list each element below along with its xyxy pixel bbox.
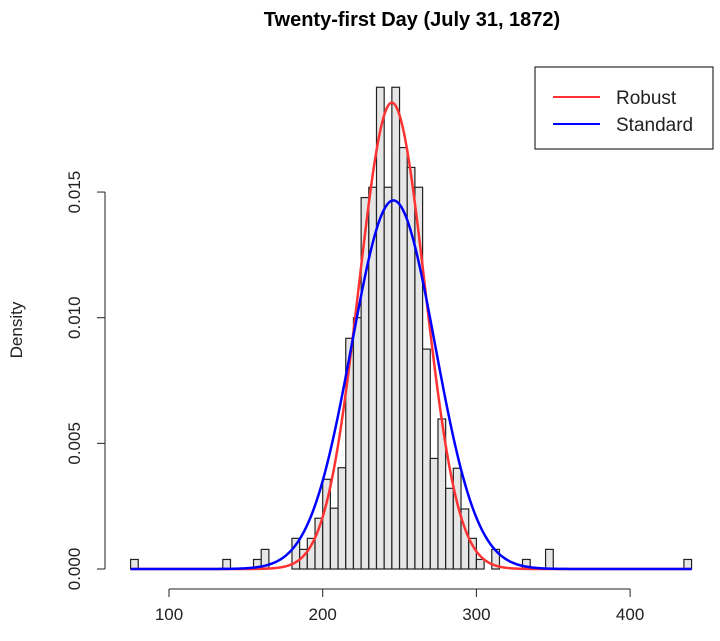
x-tick-label-200: 200 — [309, 605, 337, 624]
histogram-bar-220 — [352, 317, 362, 570]
y-tick-label-0: 0.000 — [65, 548, 84, 591]
legend-label-standard: Standard — [616, 115, 693, 136]
histogram-bar-280 — [445, 487, 454, 570]
y-tick-label-1: 0.005 — [65, 422, 84, 465]
histogram-bar-345 — [544, 548, 554, 570]
y-tick-label-2: 0.010 — [65, 296, 84, 339]
legend-label-robust: Robust — [616, 88, 677, 109]
x-axis: 100 200 300 400 — [155, 588, 644, 624]
y-tick-label-3: 0.015 — [65, 171, 84, 214]
legend-box — [534, 66, 714, 150]
histogram-bar-270 — [429, 457, 439, 570]
histogram-bar-245 — [391, 86, 401, 570]
histogram-bar-435 — [683, 558, 693, 570]
histogram-bar-235 — [375, 86, 385, 570]
histogram-bar-205 — [329, 507, 339, 570]
bars — [129, 86, 693, 570]
chart-title: Twenty-first Day (July 31, 1872) — [264, 9, 560, 31]
histogram-bar-75 — [129, 558, 139, 570]
histogram-bar-300 — [475, 558, 485, 570]
histogram-bar-285 — [452, 467, 462, 570]
density-curves — [130, 101, 692, 571]
y-axis-label: Density — [7, 301, 26, 358]
x-tick-label-300: 300 — [462, 605, 490, 624]
histogram-bar-210 — [337, 467, 347, 570]
histogram-bar-265 — [422, 348, 431, 570]
histogram-bar-240 — [383, 186, 393, 570]
y-axis: 0.000 0.005 0.010 0.015 — [65, 171, 106, 591]
histogram-bar-295 — [468, 537, 477, 570]
curve-standard — [130, 199, 692, 571]
histogram-bar-135 — [222, 558, 232, 570]
x-tick-label-100: 100 — [155, 605, 183, 624]
legend: Robust Standard — [534, 66, 714, 150]
x-tick-label-400: 400 — [616, 605, 644, 624]
